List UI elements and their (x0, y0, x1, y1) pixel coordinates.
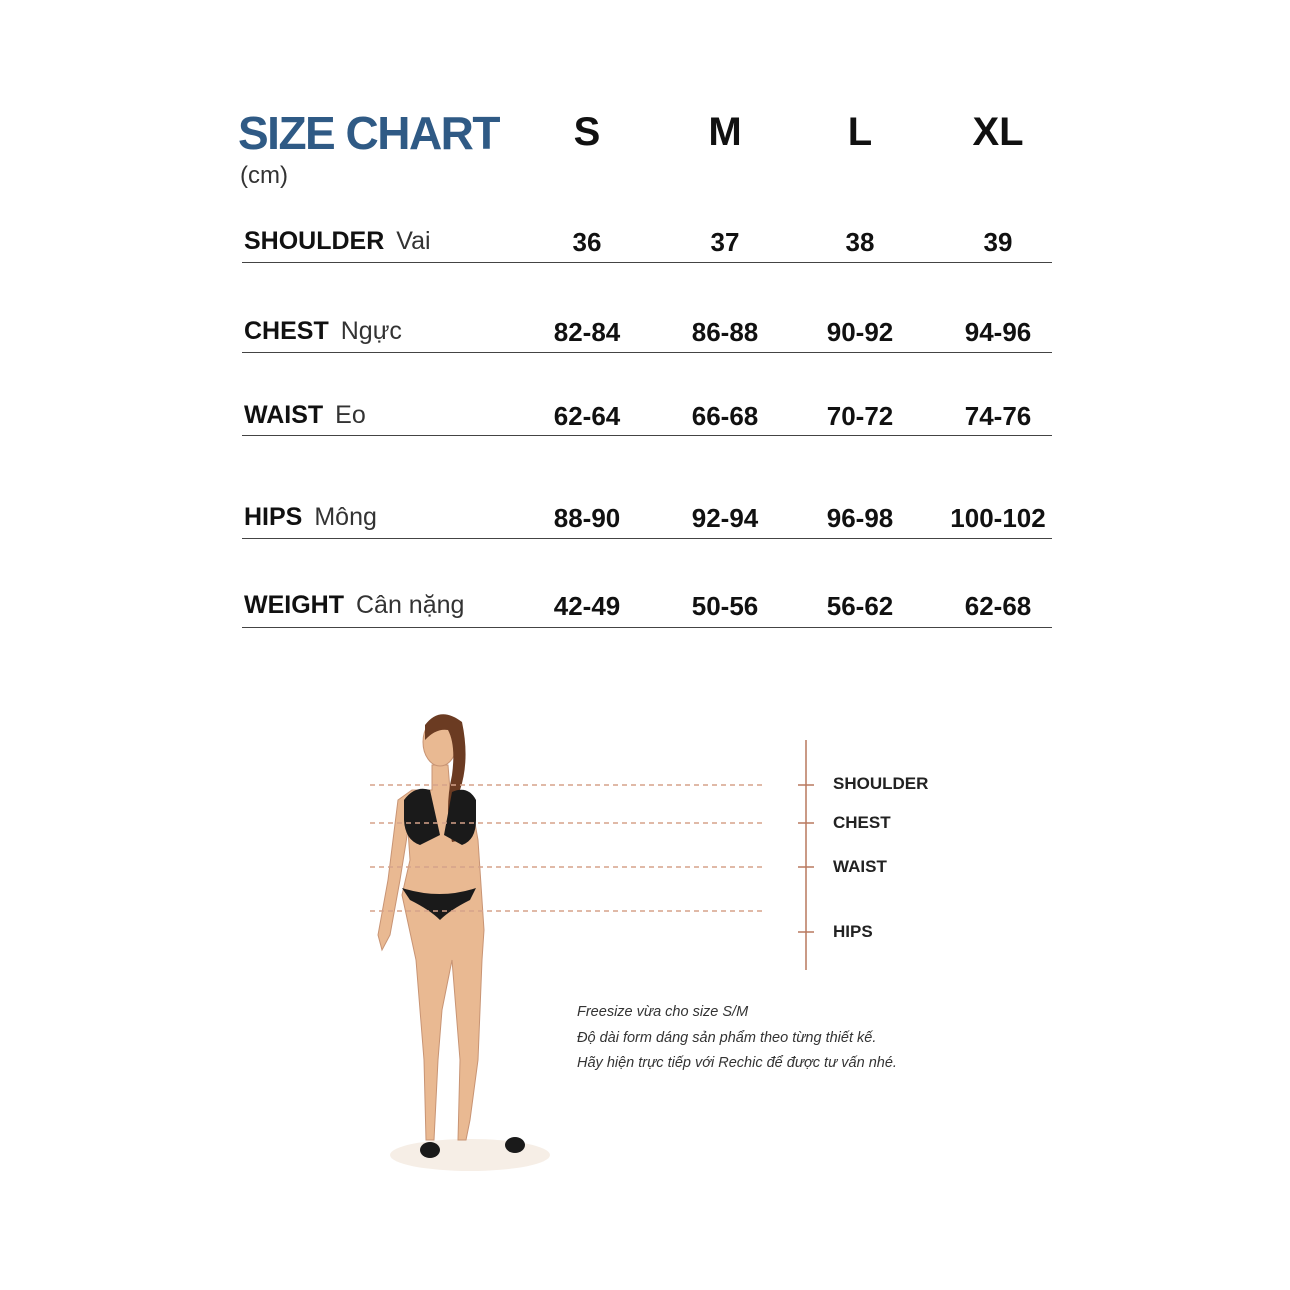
cell: 90-92 (826, 317, 894, 347)
row-label-en: SHOULDER (244, 227, 385, 255)
row-label-vi: Eo (335, 401, 366, 429)
floor-shadow (390, 1139, 550, 1171)
size-header-m: M (708, 110, 742, 154)
size-header-l: L (847, 110, 873, 154)
cell: 70-72 (826, 401, 894, 431)
note-line: Freesize vừa cho size S/M (577, 1004, 749, 1020)
row-label-weight: WEIGHT Cân nặng (244, 591, 464, 620)
row-label-en: WEIGHT (244, 591, 344, 619)
diagram-label-chest: CHEST (833, 813, 891, 832)
cell: 50-56 (691, 591, 759, 621)
cell: 37 (710, 227, 740, 257)
cell: 42-49 (553, 591, 621, 621)
cell: 86-88 (691, 317, 759, 347)
cell: 36 (572, 227, 602, 257)
cell: 74-76 (964, 401, 1032, 431)
cell: 62-64 (553, 401, 621, 431)
bikini-bottom (402, 888, 476, 920)
cell: 94-96 (964, 317, 1032, 347)
shoe-right (505, 1137, 525, 1153)
row-divider (242, 627, 1052, 628)
row-label-vi: Cân nặng (356, 591, 465, 619)
row-label-waist: WAIST Eo (244, 401, 366, 430)
diagram-label-waist: WAIST (833, 857, 887, 876)
cell: 39 (983, 227, 1013, 257)
measurement-guide-lines (370, 784, 765, 912)
note-line: Hãy hiện trực tiếp với Rechic để được tư… (577, 1055, 897, 1071)
size-header-s: S (573, 110, 601, 154)
row-divider (242, 435, 1052, 436)
cell: 82-84 (553, 317, 621, 347)
row-label-vi: Mông (314, 503, 377, 531)
cell: 92-94 (691, 503, 759, 533)
diagram-label-shoulder: SHOULDER (833, 774, 929, 793)
row-label-vi: Vai (396, 227, 431, 255)
cell: 96-98 (826, 503, 894, 533)
shoe-left (420, 1142, 440, 1158)
size-header-xl: XL (972, 110, 1024, 154)
cell: 62-68 (964, 591, 1032, 621)
cell: 38 (845, 227, 875, 257)
cell: 66-68 (691, 401, 759, 431)
row-divider (242, 538, 1052, 539)
note-line: Độ dài form dáng sản phẩm theo từng thiế… (577, 1030, 877, 1046)
figure-illustration (377, 717, 485, 1141)
cell: 88-90 (553, 503, 621, 533)
cell: 100-102 (950, 503, 1046, 533)
row-label-en: HIPS (244, 503, 303, 531)
page-title: SIZE CHART (238, 107, 501, 159)
row-divider (242, 262, 1052, 263)
bikini-top (404, 788, 476, 845)
row-label-hips: HIPS Mông (244, 503, 377, 532)
row-label-chest: CHEST Ngực (244, 317, 402, 346)
measurement-scale (798, 740, 814, 970)
row-label-en: WAIST (244, 401, 324, 429)
unit-label: (cm) (240, 162, 288, 189)
cell: 56-62 (826, 591, 894, 621)
row-label-shoulder: SHOULDER Vai (244, 227, 431, 256)
row-label-en: CHEST (244, 317, 329, 345)
diagram-label-hips: HIPS (833, 922, 873, 941)
row-label-vi: Ngực (340, 317, 402, 345)
row-divider (242, 352, 1052, 353)
